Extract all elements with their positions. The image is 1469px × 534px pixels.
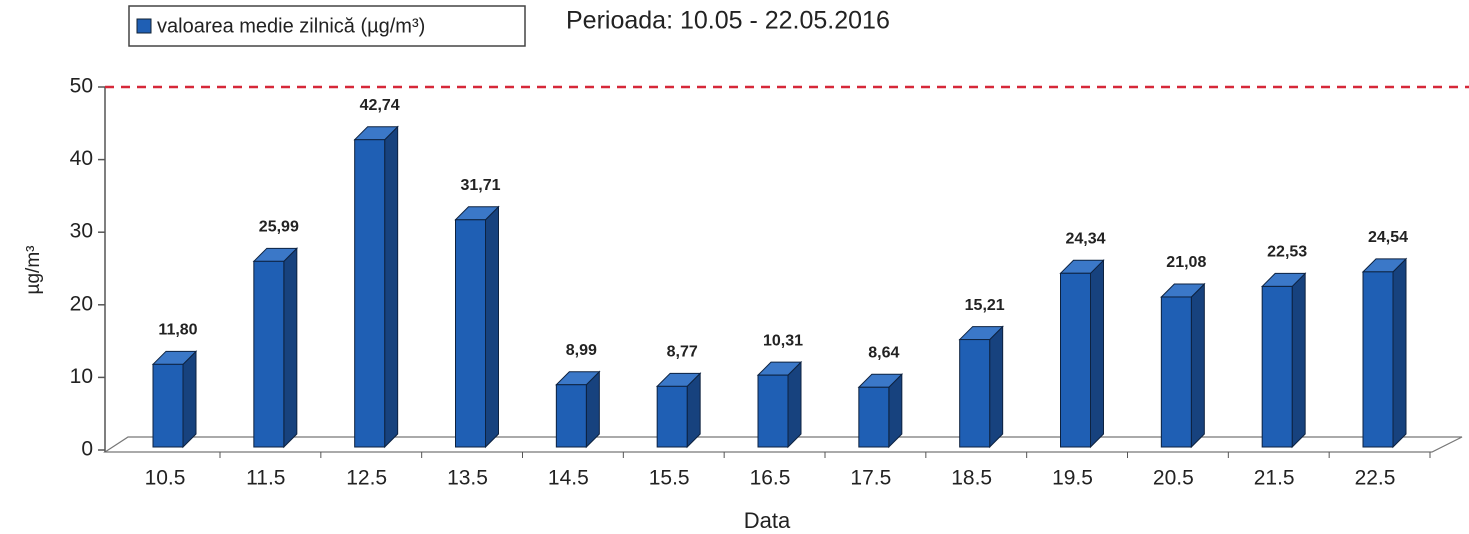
floor [102, 436, 1463, 453]
bar [858, 386, 890, 448]
y-tick-label: 10 [70, 365, 93, 388]
value-label: 8,64 [868, 344, 899, 361]
value-label: 22,53 [1267, 244, 1307, 261]
value-label: 24,34 [1065, 231, 1105, 248]
x-tick-label: 15.5 [649, 467, 690, 490]
bar-side [1190, 282, 1205, 449]
bar [1362, 271, 1394, 448]
x-tick-label: 10.5 [145, 467, 186, 490]
x-tick-label: 11.5 [246, 467, 285, 490]
y-tick-label: 50 [70, 75, 93, 98]
bar [1160, 296, 1192, 448]
x-tick-label: 17.5 [850, 467, 891, 490]
bar [555, 384, 587, 448]
bar-side [283, 247, 298, 449]
x-tick-label: 18.5 [951, 467, 992, 490]
bar [1261, 285, 1293, 448]
bar [757, 374, 789, 448]
bar-side [384, 125, 399, 449]
x-tick-label: 20.5 [1153, 467, 1194, 490]
bar [455, 219, 486, 448]
y-tick-label: 0 [81, 438, 93, 461]
bar [354, 139, 386, 448]
legend-swatch [136, 18, 152, 34]
legend-box [128, 5, 526, 47]
bar [656, 385, 688, 448]
y-tick-label: 20 [70, 292, 93, 315]
bar [1060, 272, 1091, 448]
bar-side [485, 205, 499, 449]
x-tick-label: 16.5 [750, 467, 791, 490]
bar-side [1291, 272, 1306, 449]
x-tick-label: 13.5 [447, 467, 488, 490]
y-axis-label: µg/m³ [23, 246, 44, 295]
x-tick-label: 12.5 [346, 467, 387, 490]
x-tick-label: 19.5 [1052, 467, 1093, 490]
y-tick-label: 40 [70, 147, 93, 170]
y-tick-label: 30 [70, 220, 93, 243]
value-label: 15,21 [965, 297, 1005, 314]
bar [959, 339, 991, 448]
bar [152, 363, 184, 448]
bar-side [989, 325, 1004, 449]
bar-side [182, 350, 197, 449]
value-label: 24,54 [1368, 229, 1408, 246]
value-label: 11,80 [158, 322, 197, 339]
value-label: 8,77 [667, 344, 698, 361]
x-tick-label: 14.5 [548, 467, 589, 490]
chart-title: Perioada: 10.05 - 22.05.2016 [566, 7, 890, 35]
value-label: 31,71 [460, 177, 500, 194]
bar-side [1392, 257, 1407, 449]
bar-side [1090, 259, 1104, 449]
bar-side [787, 360, 802, 449]
legend-label: valoarea medie zilnică (µg/m³) [157, 15, 425, 37]
x-axis-label: Data [744, 508, 791, 533]
bar [253, 260, 285, 448]
x-tick-label: 21.5 [1254, 467, 1295, 490]
value-label: 42,74 [360, 97, 400, 114]
value-label: 10,31 [763, 332, 803, 349]
value-label: 8,99 [566, 342, 597, 359]
x-tick-label: 22.5 [1355, 467, 1396, 490]
value-label: 21,08 [1166, 254, 1206, 271]
value-label: 25,99 [259, 219, 299, 236]
